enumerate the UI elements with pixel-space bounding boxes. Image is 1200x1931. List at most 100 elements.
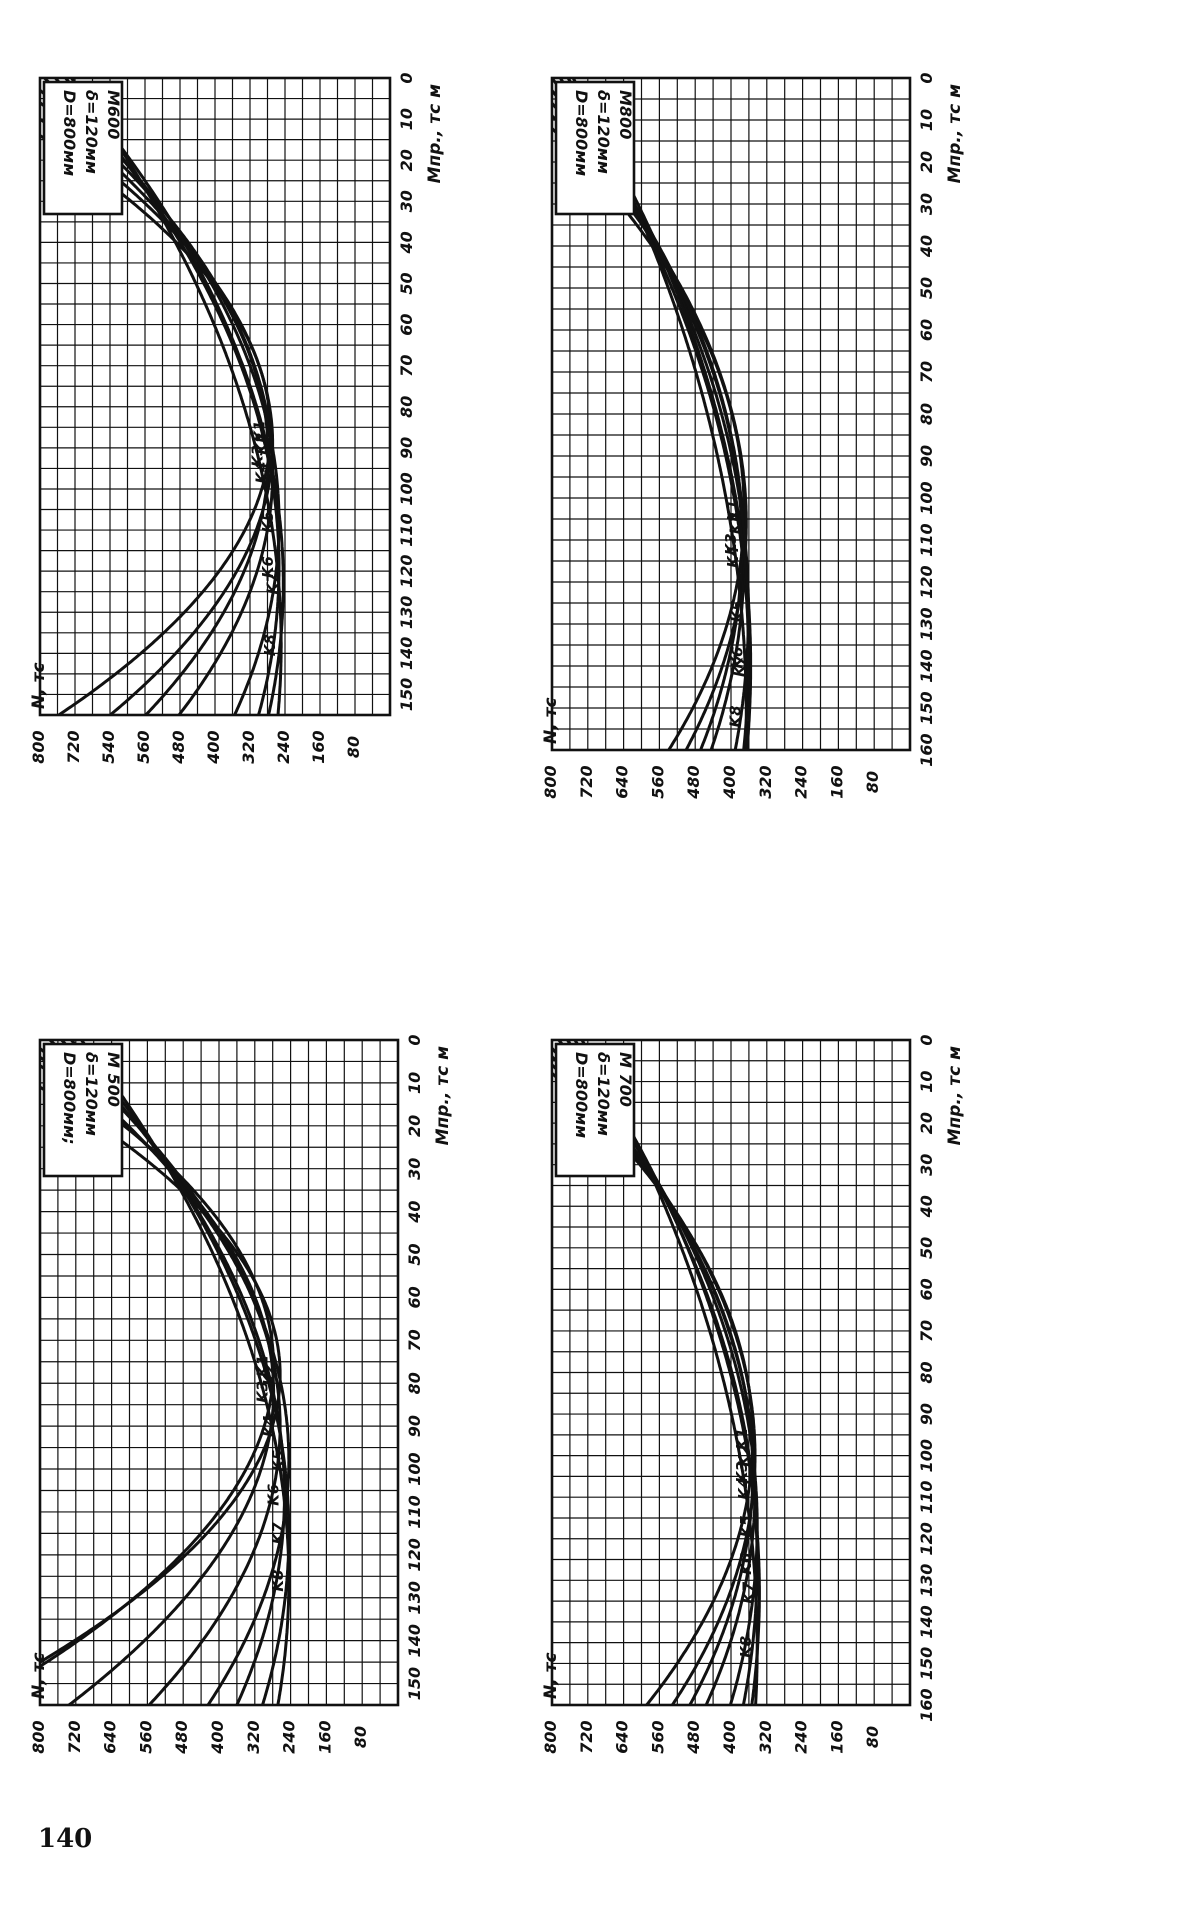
x-tick-label: 100 [405, 1452, 424, 1485]
info-box: D=800мм;δ=120ммМ 500 [44, 1044, 123, 1176]
x-tick-label: 0 [405, 1034, 424, 1045]
y-axis-title: N, тс [29, 662, 49, 709]
y-tick-label: 800 [541, 1720, 560, 1753]
series-label-k6: K6 [264, 1484, 282, 1506]
info-line: δ=120мм [82, 1052, 101, 1136]
info-box: D=800ммδ=120ммМ600 [44, 82, 123, 214]
info-line: δ=120мм [82, 90, 101, 174]
x-tick-label: 160 [917, 733, 936, 766]
y-tick-label: 240 [792, 1720, 811, 1753]
y-tick-labels: 80072064056048040032024016080 [29, 1720, 370, 1754]
x-tick-label: 90 [917, 445, 936, 467]
y-tick-label: 240 [280, 1720, 299, 1753]
x-tick-label: 0 [917, 72, 936, 83]
chart-panel-m800: K1K2K3K4K5K6K7K8010203040506070809010011… [393, 0, 965, 800]
x-tick-label: 130 [917, 1564, 936, 1597]
series-label-k5: K5 [728, 600, 746, 622]
y-tick-label: 480 [684, 765, 703, 799]
info-line: D=800мм [572, 1052, 591, 1138]
y-tick-label: 720 [577, 1720, 596, 1753]
x-tick-label: 150 [917, 691, 936, 724]
y-axis-title: N, тс [541, 1652, 561, 1699]
x-tick-label: 60 [917, 319, 936, 341]
y-tick-label: 80 [344, 736, 363, 758]
x-tick-label: 30 [917, 193, 936, 215]
x-tick-label: 80 [917, 1361, 936, 1383]
series-label-k7: K7 [739, 1581, 757, 1604]
series-label-k7: K7 [269, 1522, 287, 1545]
chart-panel-m500: K1K2K3K4K5K6K7K8010203040506070809010011… [0, 954, 453, 1755]
x-tick-label: 70 [917, 1320, 936, 1342]
y-tick-label: 560 [134, 730, 153, 763]
y-tick-label: 640 [613, 765, 632, 798]
info-line: D=800мм; [60, 1052, 79, 1145]
series-label-k2: K2 [726, 512, 744, 534]
y-tick-labels: 80072054056048040032024016080 [29, 730, 363, 764]
x-tick-label: 110 [405, 1495, 424, 1528]
series-label-k4: K4 [735, 1478, 753, 1500]
y-tick-label: 160 [315, 1720, 334, 1753]
series-label-k4: K4 [724, 546, 742, 568]
x-tick-label: 10 [397, 108, 416, 130]
x-tick-label: 50 [397, 272, 416, 294]
y-tick-label: 560 [648, 765, 667, 798]
info-line: М 700 [616, 1052, 635, 1107]
y-tick-label: 400 [204, 730, 223, 764]
x-tick-label: 100 [917, 481, 936, 514]
series-label-k4: K4 [253, 461, 271, 483]
x-tick-label: 80 [397, 396, 416, 418]
x-tick-label: 160 [917, 1688, 936, 1721]
page-number: 140 [38, 1824, 92, 1854]
y-tick-label: 320 [756, 765, 775, 798]
x-tick-label: 140 [397, 637, 416, 670]
x-tick-label: 90 [405, 1415, 424, 1437]
x-axis-title: Mпр., тс м [433, 1046, 453, 1146]
series-label-k5: K5 [259, 511, 277, 533]
y-tick-label: 320 [756, 1720, 775, 1753]
y-tick-label: 160 [827, 1720, 846, 1753]
x-tick-labels: 0102030405060708090100110120130140150 [405, 1034, 424, 1700]
x-tick-labels: 0102030405060708090100110120130140150160 [917, 1034, 936, 1721]
series-label-k5: K5 [737, 1515, 755, 1537]
y-tick-label: 160 [309, 730, 328, 763]
y-tick-label: 560 [648, 1720, 667, 1753]
y-tick-label: 400 [208, 1720, 227, 1754]
x-tick-label: 150 [405, 1667, 424, 1700]
x-tick-labels: 0102030405060708090100110120130140150 [397, 72, 416, 711]
x-tick-label: 130 [397, 596, 416, 629]
y-axis-title: N, тс [541, 697, 561, 744]
x-tick-label: 10 [917, 109, 936, 131]
y-tick-label: 80 [863, 1726, 882, 1748]
x-tick-label: 90 [917, 1403, 936, 1425]
x-tick-label: 60 [397, 313, 416, 335]
x-tick-label: 50 [405, 1243, 424, 1265]
y-tick-label: 720 [64, 730, 83, 763]
y-tick-label: 480 [169, 730, 188, 764]
chart-panel-m600: K1K2K3K4K5K6K7K8010203040506070809010011… [0, 0, 445, 765]
info-line: δ=120мм [594, 1052, 613, 1136]
x-tick-label: 0 [397, 72, 416, 83]
y-tick-label: 800 [541, 765, 560, 798]
x-tick-label: 110 [397, 513, 416, 546]
series-label-k8: K8 [737, 1636, 755, 1658]
y-tick-label: 320 [244, 1720, 263, 1753]
y-tick-label: 400 [720, 1720, 739, 1754]
info-line: М 500 [104, 1052, 123, 1107]
series-label-k8: K8 [269, 1570, 287, 1592]
info-line: М600 [104, 90, 123, 139]
y-tick-label: 560 [136, 1720, 155, 1753]
x-tick-label: 110 [917, 523, 936, 556]
x-tick-label: 60 [405, 1286, 424, 1308]
x-tick-label: 50 [917, 1237, 936, 1259]
x-tick-label: 70 [397, 355, 416, 377]
x-tick-label: 100 [397, 472, 416, 505]
x-axis-title: Mпр., тс м [945, 84, 965, 184]
info-line: D=800мм [60, 90, 79, 176]
x-tick-label: 100 [917, 1439, 936, 1472]
y-tick-labels: 80072064056048040032024016080 [541, 1720, 882, 1754]
x-tick-label: 20 [917, 1112, 936, 1134]
x-tick-label: 150 [917, 1647, 936, 1680]
y-tick-label: 640 [101, 1720, 120, 1753]
info-box: D=800ммδ=120ммМ800 [556, 82, 635, 214]
